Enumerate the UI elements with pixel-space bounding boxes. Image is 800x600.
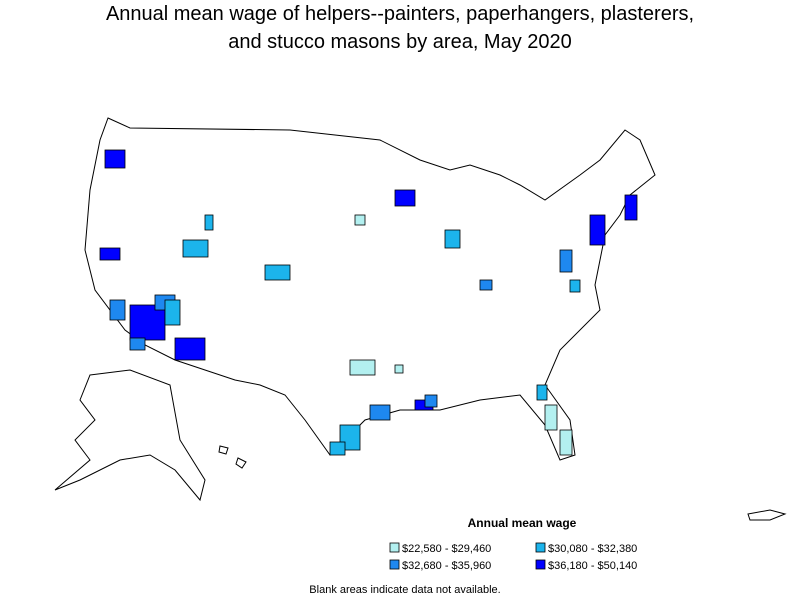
area xyxy=(559,249,573,273)
legend-label: $32,680 - $35,960 xyxy=(402,560,491,572)
legend-swatch xyxy=(535,559,546,570)
area xyxy=(536,384,548,401)
area xyxy=(354,214,366,226)
legend-swatch xyxy=(535,542,546,553)
area xyxy=(624,194,638,221)
area xyxy=(129,337,146,351)
area xyxy=(329,441,346,456)
alaska xyxy=(54,369,206,502)
title-line: and stucco masons by area, May 2020 xyxy=(228,31,572,53)
legend-title: Annual mean wage xyxy=(468,516,577,530)
legend-label: $22,580 - $29,460 xyxy=(402,543,491,555)
title-line: Annual mean wage of helpers--painters, p… xyxy=(106,3,694,25)
hawaii xyxy=(218,445,229,455)
area xyxy=(559,429,573,456)
area xyxy=(104,149,126,169)
area xyxy=(349,359,376,376)
area xyxy=(99,247,121,261)
map xyxy=(54,117,787,521)
area xyxy=(479,279,493,291)
note: Blank areas indicate data not available. xyxy=(309,584,500,596)
legend-label: $36,180 - $50,140 xyxy=(548,560,637,572)
area xyxy=(264,264,291,281)
area xyxy=(109,299,126,321)
area xyxy=(544,404,558,431)
area xyxy=(424,394,438,408)
legend-label: $30,080 - $32,380 xyxy=(548,543,637,555)
area xyxy=(394,364,404,374)
area xyxy=(182,239,209,258)
area xyxy=(444,229,461,249)
area xyxy=(589,214,606,246)
area xyxy=(369,404,391,421)
legend-swatch xyxy=(389,559,400,570)
highlighted-areas xyxy=(99,149,638,456)
us-mainland xyxy=(84,117,656,461)
legend-swatch xyxy=(389,542,400,553)
area xyxy=(394,189,416,207)
area xyxy=(204,214,214,231)
legend: $22,580 - $29,460 $30,080 - $32,380 $32,68… xyxy=(389,542,637,572)
puerto-rico xyxy=(747,509,787,521)
hawaii xyxy=(235,457,247,469)
area xyxy=(569,279,581,293)
area xyxy=(174,337,206,361)
area xyxy=(164,299,181,326)
area xyxy=(129,304,166,341)
